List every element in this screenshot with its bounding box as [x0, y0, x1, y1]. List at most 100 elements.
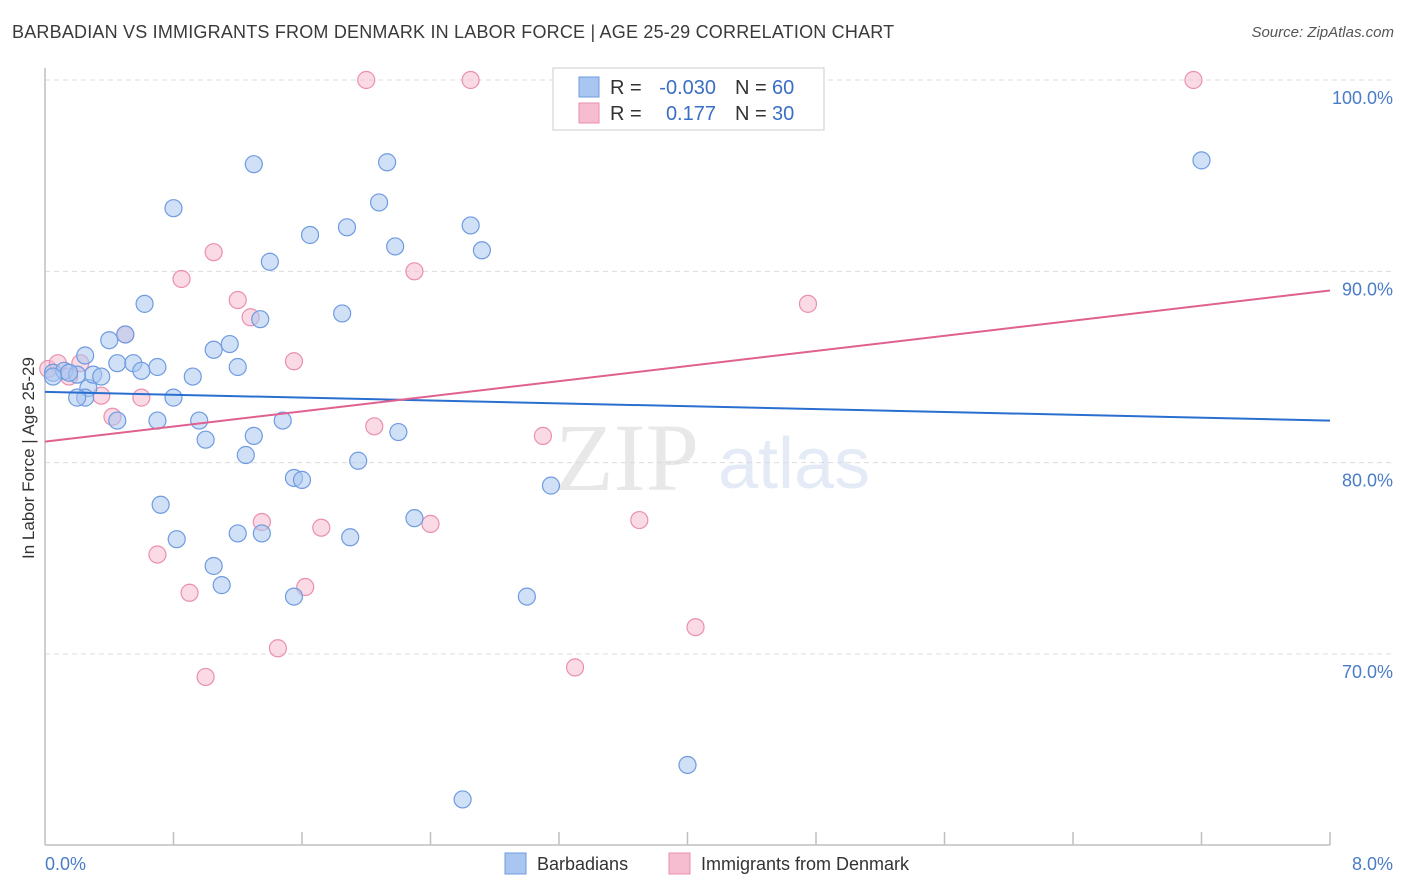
barbadians-point-19: [220, 334, 239, 354]
trendlines: [44, 289, 1331, 443]
denmark-point-7: [132, 388, 151, 407]
watermark-zip: ZIP: [555, 404, 699, 511]
barbadians-point-22: [244, 426, 263, 445]
denmark-point-12: [204, 243, 223, 262]
barbadians-point-17: [196, 430, 215, 449]
watermark-atlas: atlas: [718, 424, 870, 504]
barbadians-point-9: [116, 325, 135, 344]
legend-r-value-1: -0.030: [659, 77, 716, 99]
legend-n-value-2: 30: [772, 103, 794, 125]
barbadians-point-32: [370, 193, 389, 212]
series-denmark: [39, 70, 1203, 687]
barbadians-point-45: [341, 528, 360, 547]
barbadians-point-34: [386, 237, 405, 256]
barbadians-point-38: [472, 241, 491, 260]
barbadians-point-15: [183, 367, 202, 386]
denmark-point-20: [365, 417, 384, 436]
barbadians-point-51: [164, 199, 183, 218]
correlation-legend: R = -0.030 N = 60 R = 0.177 N = 30: [552, 67, 825, 131]
barbadians-point-16: [190, 411, 209, 430]
legend-r-label-2: R =: [610, 103, 642, 125]
legend-r-label-1: R =: [610, 77, 642, 99]
y-tick-label-0: 100.0%: [1332, 88, 1393, 108]
denmark-point-19: [312, 518, 331, 537]
denmark-point-17: [284, 352, 304, 371]
barbadians-point-24: [260, 252, 279, 271]
barbadians-point-13: [148, 357, 167, 377]
barbadians-point-11: [132, 361, 151, 380]
barbadians-point-58: [43, 367, 63, 386]
source-label: Source: ZipAtlas.com: [1251, 24, 1394, 41]
barbadians-trendline: [44, 390, 1331, 422]
barbadians-point-35: [389, 422, 408, 442]
legend-swatch-barbadians: [578, 76, 600, 98]
barbadians-point-33: [378, 153, 397, 172]
barbadians-point-55: [148, 411, 167, 430]
legend-n-value-1: 60: [772, 77, 794, 99]
bottom-legend-swatch-denmark: [668, 852, 691, 875]
barbadians-point-31: [349, 451, 368, 470]
barbadians-point-40: [167, 530, 186, 549]
legend-n-label-2: N =: [735, 103, 767, 125]
barbadians-point-12: [135, 294, 154, 313]
denmark-point-13: [228, 290, 247, 310]
bottom-legend-swatch-barbadians: [504, 852, 527, 875]
barbadians-point-30: [337, 218, 357, 237]
y-tick-labels: 100.0% 90.0% 80.0% 70.0%: [1332, 88, 1393, 682]
x-tick-label-min: 0.0%: [45, 854, 86, 874]
bottom-legend-label-denmark: Immigrants from Denmark: [701, 854, 910, 874]
barbadians-point-41: [204, 556, 223, 576]
denmark-trendline: [44, 289, 1331, 443]
barbadians-point-14: [164, 388, 183, 407]
denmark-point-23: [357, 70, 376, 90]
denmark-point-10: [180, 583, 199, 602]
denmark-point-27: [630, 510, 649, 530]
barbadians-point-20: [228, 357, 247, 377]
y-tick-label-2: 80.0%: [1342, 471, 1393, 491]
barbadians-point-47: [541, 476, 561, 495]
barbadians-point-8: [108, 354, 127, 373]
watermark: ZIP atlas: [555, 404, 870, 511]
barbadians-point-56: [228, 524, 247, 543]
denmark-point-21: [405, 262, 424, 281]
denmark-point-11: [196, 667, 215, 687]
barbadians-point-50: [244, 155, 263, 174]
barbadians-point-46: [517, 587, 536, 606]
legend-r-value-2: 0.177: [666, 103, 716, 125]
x-tick-label-max: 8.0%: [1352, 854, 1393, 874]
denmark-point-28: [686, 618, 705, 637]
series-barbadians: [43, 151, 1211, 809]
barbadians-point-29: [333, 304, 352, 323]
denmark-point-8: [148, 545, 167, 564]
barbadians-point-23: [251, 310, 270, 329]
denmark-point-30: [1184, 70, 1203, 90]
bottom-legend-label-barbadians: Barbadians: [537, 854, 628, 874]
barbadians-point-54: [108, 411, 127, 430]
barbadians-point-3: [76, 346, 95, 365]
barbadians-point-44: [284, 587, 304, 606]
barbadians-point-36: [405, 509, 424, 528]
bottom-legend: Barbadians Immigrants from Denmark: [504, 852, 910, 875]
denmark-point-26: [565, 658, 585, 677]
barbadians-point-57: [1192, 151, 1211, 170]
barbadians-point-39: [151, 495, 170, 514]
barbadians-point-43: [252, 524, 271, 543]
barbadians-point-18: [204, 340, 223, 359]
y-tick-label-3: 70.0%: [1342, 662, 1393, 682]
denmark-point-25: [533, 426, 553, 445]
legend-swatch-denmark: [578, 102, 600, 124]
barbadians-point-7: [100, 331, 119, 350]
barbadians-point-48: [678, 755, 697, 775]
legend-n-label-1: N =: [735, 77, 767, 99]
barbadians-point-25: [273, 411, 292, 430]
barbadians-point-28: [300, 225, 320, 245]
barbadians-point-37: [461, 216, 480, 235]
barbadians-point-21: [236, 445, 255, 465]
denmark-point-16: [268, 639, 288, 658]
barbadians-point-27: [292, 470, 312, 489]
barbadians-point-52: [59, 363, 79, 382]
chart-title: BARBADIAN VS IMMIGRANTS FROM DENMARK IN …: [12, 22, 895, 42]
barbadians-point-42: [212, 576, 231, 595]
denmark-point-24: [461, 70, 480, 90]
